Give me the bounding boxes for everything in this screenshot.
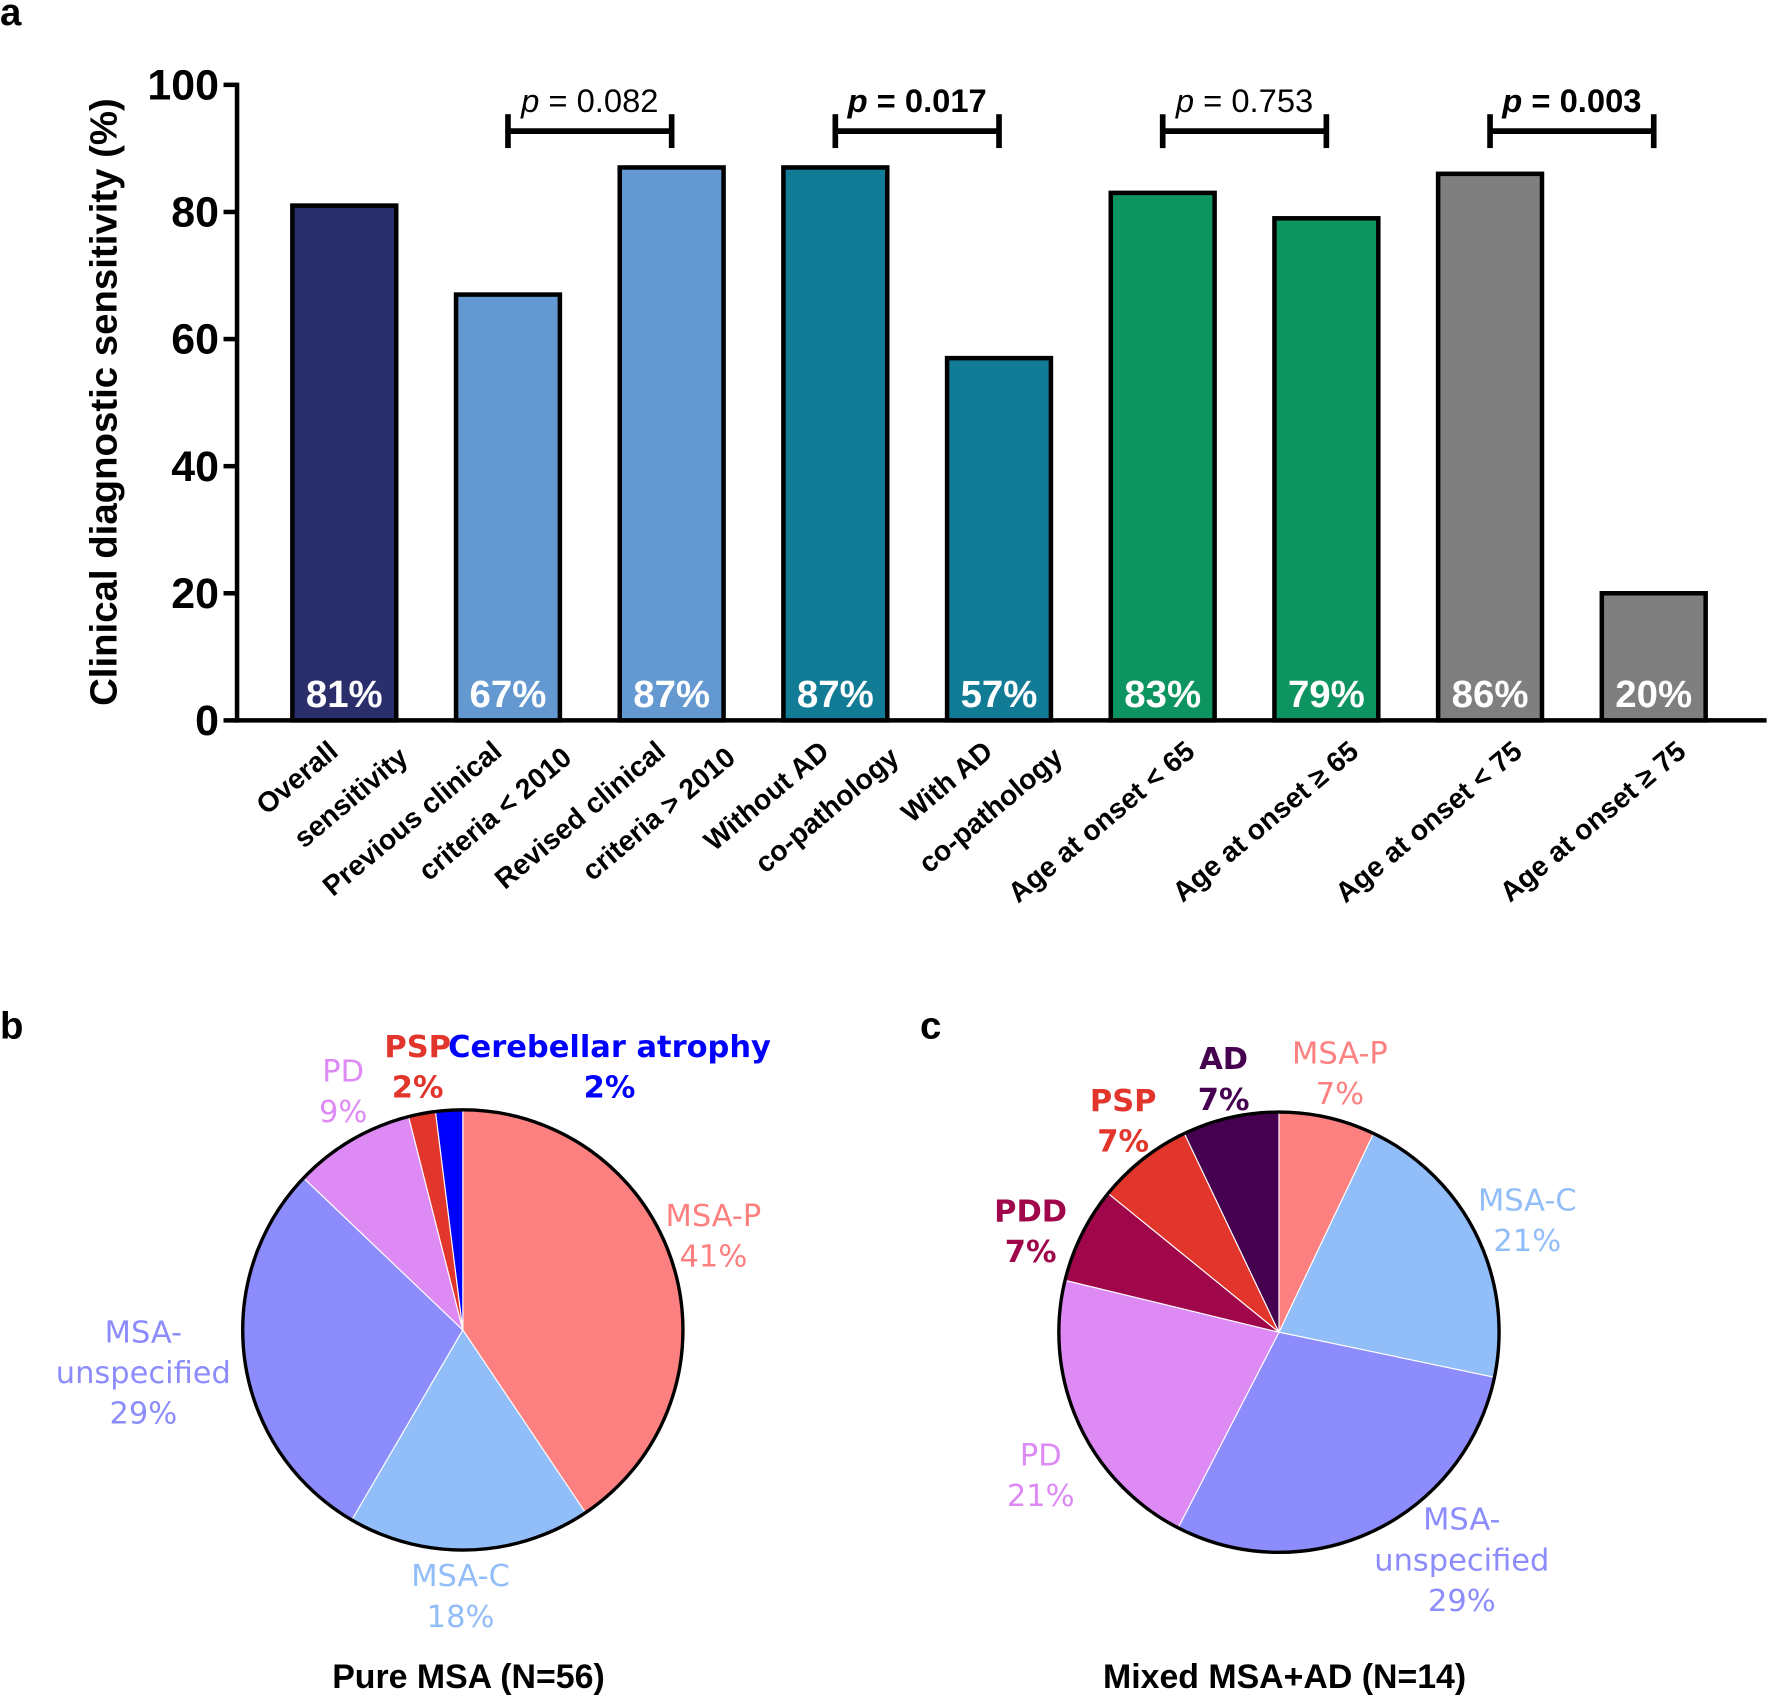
pie-label-name: PD <box>1020 1438 1062 1473</box>
panel-label-a: a <box>0 0 22 34</box>
pie-label: MSA-unspecified 29% <box>56 1315 231 1431</box>
pie-label-name: MSA-P <box>666 1199 762 1234</box>
pie-label: MSA-C 21% <box>1478 1183 1577 1259</box>
pie-label: PD 9% <box>319 1055 367 1131</box>
pie-label-name: unspecified <box>1374 1543 1549 1578</box>
pie-outline <box>241 1108 685 1552</box>
p-value-label: p = 0.017 <box>847 82 987 119</box>
pie-label-value: 7% <box>1198 1083 1250 1118</box>
pie-label-name: Cerebellar atrophy <box>448 1030 771 1065</box>
pie-label-value: 7% <box>1005 1235 1057 1270</box>
y-tick-label: 80 <box>171 189 219 237</box>
pie-label-value: 41% <box>680 1240 748 1275</box>
bar-data-label: 83% <box>1124 673 1201 716</box>
pie-label-name: MSA-P <box>1292 1037 1388 1072</box>
y-tick-label: 20 <box>171 570 219 618</box>
bar <box>781 165 890 723</box>
y-tick-label: 60 <box>171 316 219 364</box>
p-symbol: p <box>1175 82 1194 119</box>
pie-label-value: 29% <box>1428 1584 1496 1619</box>
pie-label-name: PSP <box>384 1030 451 1065</box>
p-value-label: p = 0.003 <box>1501 82 1641 119</box>
pie-title: Pure MSA (N=56) <box>332 1658 605 1696</box>
bar <box>1108 190 1217 723</box>
bar-data-label: 81% <box>306 673 383 716</box>
p-symbol: p <box>847 82 868 119</box>
pie-title: Mixed MSA+AD (N=14) <box>1103 1658 1466 1696</box>
p-value: = 0.082 <box>539 82 658 119</box>
pie-label-name: MSA- <box>1423 1503 1500 1538</box>
pie-label-value: 7% <box>1316 1077 1364 1112</box>
bar <box>290 203 399 723</box>
bar <box>453 292 563 723</box>
pie-label-name: PDD <box>994 1195 1067 1230</box>
pie-label: MSA-C 18% <box>411 1559 510 1635</box>
pie-label-name: PSP <box>1090 1084 1157 1119</box>
pie-label: MSA-P 41% <box>666 1199 762 1275</box>
bar-data-label: 87% <box>633 673 710 716</box>
pie-label: MSA-P 7% <box>1292 1037 1388 1113</box>
pie-label: PSP 7% <box>1090 1084 1157 1160</box>
bar-data-label: 67% <box>470 673 547 716</box>
pie-label-name: MSA- <box>105 1315 182 1350</box>
pie-label-name: unspecified <box>56 1356 231 1391</box>
y-tick-label: 40 <box>171 443 219 491</box>
bar-data-label: 86% <box>1452 673 1529 716</box>
p-symbol: p <box>520 82 539 119</box>
bar-data-label: 87% <box>797 673 874 716</box>
pie-label: MSA-unspecified 29% <box>1374 1503 1549 1619</box>
x-tick-label: Revised clinicalcriteria > 2010 <box>488 702 741 933</box>
pie-label-name: MSA-C <box>1478 1183 1577 1218</box>
y-tick-label: 0 <box>195 697 219 745</box>
p-symbol: p <box>1501 82 1522 119</box>
y-tick-label: 100 <box>147 62 219 110</box>
pie-outline <box>1057 1110 1501 1555</box>
pie-chart-pure-msa: MSA-P 41% MSA-C 18% MSA-unspecified 29% PD 9% PS… <box>56 1030 771 1696</box>
pie-label-name: MSA-C <box>411 1559 510 1594</box>
pie-label-value: 21% <box>1493 1224 1561 1259</box>
x-tick-label: Without ADco-pathology <box>697 702 904 895</box>
pie-label-name: AD <box>1199 1042 1248 1077</box>
p-value-label: p = 0.753 <box>1175 82 1313 119</box>
bar-data-label: 57% <box>961 673 1038 716</box>
pie-label-name: PD <box>322 1055 364 1090</box>
x-tick-label: Previous clinicalcriteria < 2010 <box>316 702 577 940</box>
panel-label-c: c <box>920 1005 941 1048</box>
pie-label-value: 29% <box>109 1397 177 1432</box>
pie-label: PD 21% <box>1007 1438 1075 1514</box>
bar-chart: 0 20 40 60 80 100 Clinical diagnostic sensitiv… <box>82 62 1767 940</box>
p-value: = 0.017 <box>868 82 987 119</box>
pie-label: AD 7% <box>1198 1042 1250 1118</box>
pie-label: PDD 7% <box>994 1195 1067 1271</box>
y-axis-title: Clinical diagnostic sensitivity (%) <box>82 98 125 706</box>
bar <box>1435 171 1545 723</box>
pie-label-value: 9% <box>319 1095 367 1130</box>
pie-label: Cerebellar atrophy 2% <box>448 1030 771 1106</box>
p-value-label: p = 0.082 <box>520 82 658 119</box>
pie-label-value: 18% <box>427 1600 495 1635</box>
pie-label-value: 7% <box>1097 1125 1149 1160</box>
pie-label-value: 2% <box>584 1070 636 1105</box>
bar-data-label: 79% <box>1288 673 1365 716</box>
p-value: = 0.003 <box>1522 82 1641 119</box>
bar <box>1599 591 1708 723</box>
bar <box>944 355 1054 723</box>
bar-data-label: 20% <box>1615 673 1692 716</box>
panel-label-b: b <box>0 1005 23 1048</box>
bar <box>617 165 726 723</box>
pie-label-value: 2% <box>392 1070 444 1105</box>
pie-label: PSP 2% <box>384 1030 451 1106</box>
p-value: = 0.753 <box>1194 82 1313 119</box>
bar <box>1272 216 1381 723</box>
pie-chart-mixed-msa-ad: MSA-P 7%MSA-C 21%MSA-unspecified 29%PD 21%PD… <box>994 1037 1576 1696</box>
pie-label-value: 21% <box>1007 1479 1075 1514</box>
